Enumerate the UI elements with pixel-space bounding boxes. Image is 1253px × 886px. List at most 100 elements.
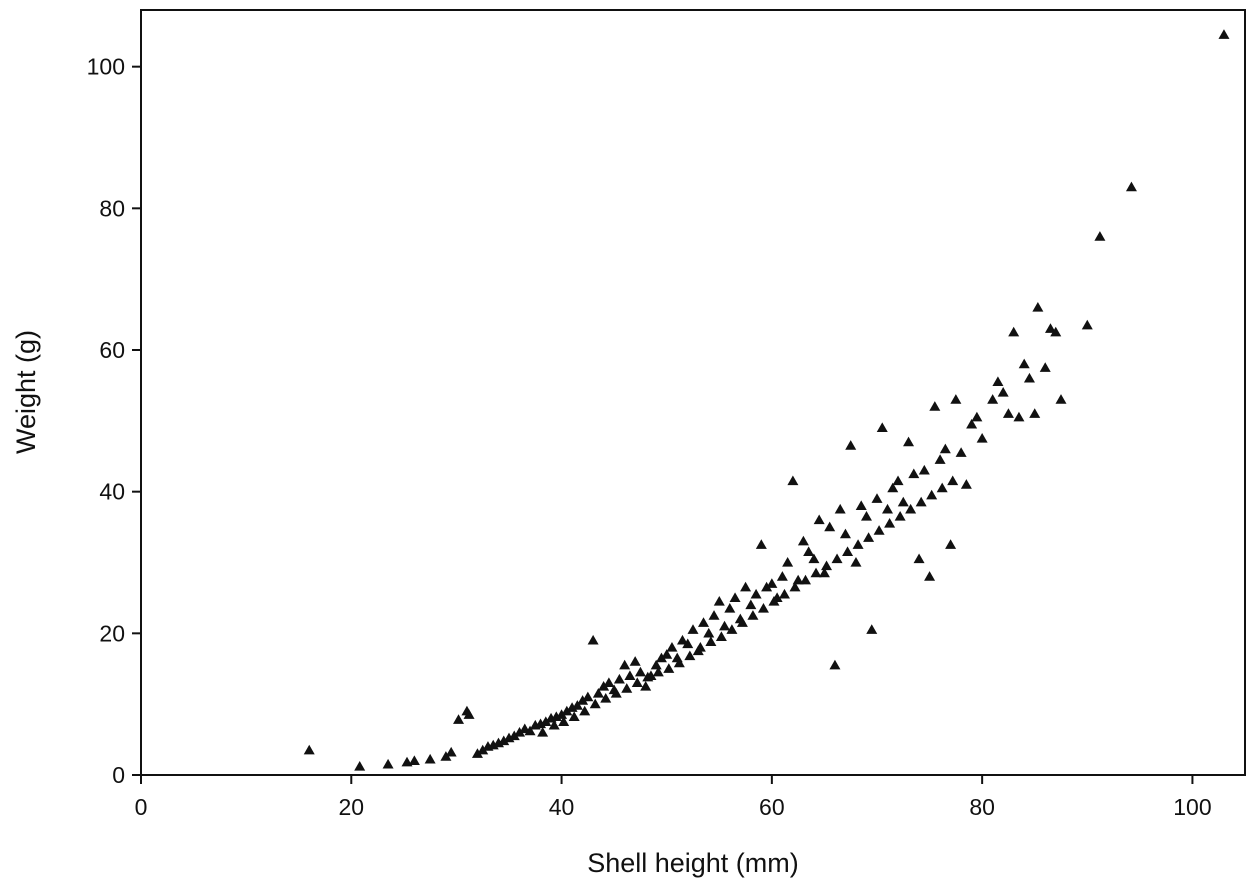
- data-point: [913, 553, 925, 564]
- data-point: [726, 624, 738, 634]
- y-axis-title: Weight (g): [11, 330, 41, 454]
- axis-ticks: [132, 65, 1194, 784]
- data-point: [598, 680, 610, 691]
- y-tick-label: 0: [112, 762, 125, 788]
- data-point: [558, 716, 570, 726]
- data-point: [1044, 323, 1056, 333]
- data-point: [592, 688, 604, 698]
- data-point: [929, 401, 941, 411]
- data-point: [1023, 372, 1035, 383]
- data-point: [1018, 358, 1030, 369]
- data-point: [766, 578, 778, 588]
- data-point: [673, 657, 685, 668]
- data-point: [834, 503, 846, 514]
- data-point: [589, 698, 601, 709]
- data-point: [747, 610, 759, 620]
- data-point: [1008, 326, 1020, 337]
- data-point: [619, 659, 631, 670]
- data-point: [424, 753, 436, 764]
- data-point: [873, 525, 885, 535]
- data-point: [1081, 319, 1093, 330]
- data-point: [440, 751, 452, 761]
- x-axis-title: Shell height (mm): [587, 848, 799, 878]
- data-point: [915, 496, 927, 507]
- data-point: [1218, 29, 1230, 39]
- data-point: [850, 557, 862, 567]
- data-point: [610, 688, 622, 698]
- data-point: [750, 588, 762, 599]
- data-point: [792, 574, 804, 585]
- data-point: [813, 514, 825, 525]
- data-point: [1050, 326, 1062, 337]
- data-point: [882, 503, 894, 514]
- y-tick-label: 80: [99, 195, 125, 221]
- data-point: [1125, 181, 1137, 192]
- data-point: [498, 735, 510, 746]
- data-point: [903, 436, 915, 447]
- data-points: [303, 29, 1230, 771]
- data-point: [876, 422, 888, 433]
- data-point: [887, 482, 899, 493]
- data-point: [757, 603, 769, 613]
- data-point: [821, 560, 833, 571]
- x-tick-label: 40: [549, 794, 575, 820]
- data-point: [650, 659, 662, 670]
- data-point: [778, 588, 790, 599]
- data-point: [698, 617, 710, 627]
- data-point: [676, 634, 688, 645]
- data-point: [934, 454, 946, 464]
- data-point: [924, 571, 936, 581]
- data-point: [694, 642, 706, 652]
- data-point: [736, 617, 748, 627]
- data-point: [955, 447, 967, 457]
- y-tick-label: 40: [99, 479, 125, 505]
- data-point: [829, 659, 841, 670]
- y-tick-label: 100: [87, 54, 125, 80]
- x-tick-label: 100: [1173, 794, 1211, 820]
- data-point: [556, 709, 568, 719]
- data-point: [926, 489, 938, 500]
- data-point: [624, 670, 636, 680]
- data-point: [621, 683, 633, 693]
- data-point: [703, 627, 715, 638]
- data-point: [892, 475, 904, 486]
- data-point: [629, 656, 641, 666]
- data-point: [745, 599, 757, 610]
- data-point: [613, 673, 625, 684]
- data-point: [708, 610, 720, 620]
- plot-frame: [140, 9, 1246, 776]
- data-point: [471, 748, 483, 758]
- data-point: [1094, 231, 1106, 241]
- data-point: [508, 730, 520, 741]
- data-point: [839, 528, 851, 539]
- data-point: [884, 518, 896, 528]
- data-point: [713, 595, 725, 606]
- data-point: [705, 636, 717, 646]
- data-point: [1055, 394, 1067, 404]
- data-point: [682, 638, 694, 649]
- data-point: [303, 744, 315, 755]
- data-point: [514, 727, 526, 737]
- data-point: [463, 709, 475, 719]
- data-point: [666, 642, 678, 652]
- data-point: [603, 677, 615, 688]
- data-point: [992, 376, 1004, 386]
- data-point: [577, 695, 589, 705]
- data-point: [971, 411, 983, 422]
- data-point: [997, 387, 1009, 397]
- data-point: [831, 553, 843, 564]
- data-point: [571, 700, 583, 710]
- data-point: [740, 581, 752, 592]
- data-point: [568, 711, 580, 722]
- data-point: [803, 546, 815, 556]
- data-point: [947, 475, 959, 486]
- data-point: [761, 581, 773, 592]
- data-point: [945, 539, 957, 549]
- data-point: [894, 510, 906, 521]
- data-point: [582, 691, 594, 702]
- data-point: [537, 727, 549, 737]
- data-point: [587, 634, 599, 645]
- data-point: [548, 719, 560, 730]
- data-point: [453, 714, 465, 724]
